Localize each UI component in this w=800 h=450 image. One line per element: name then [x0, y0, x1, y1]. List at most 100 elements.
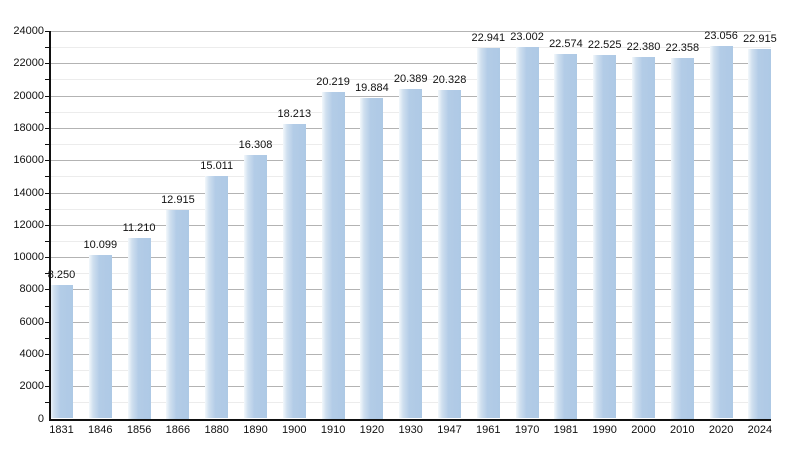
bar [632, 57, 655, 419]
x-axis-label: 1856 [126, 424, 152, 436]
x-axis-label: 1910 [320, 424, 346, 436]
bar [709, 46, 733, 419]
x-axis-label: 2024 [747, 424, 773, 436]
x-axis-label: 1900 [282, 424, 307, 436]
bar-value-label: 15.011 [200, 160, 234, 173]
bar-value-label: 22.525 [587, 38, 622, 51]
y-axis-tick [45, 208, 50, 210]
bar-value-label: 8.250 [47, 269, 76, 282]
x-axis-line [48, 418, 772, 421]
bar [127, 237, 151, 419]
x-axis-label: 2000 [631, 424, 656, 436]
y-gridline-major [50, 63, 772, 65]
bar-value-label: 19.884 [355, 81, 389, 94]
bar [166, 210, 190, 419]
bar [670, 57, 694, 419]
y-axis-label: 8000 [19, 283, 44, 296]
bar-value-label: 22.574 [549, 38, 583, 50]
bar-value-label: 18.213 [277, 108, 312, 121]
y-axis-label: 0 [37, 412, 44, 425]
x-axis-label: 1981 [553, 424, 579, 436]
y-axis-label: 18000 [13, 121, 44, 134]
y-axis-tick [45, 95, 50, 97]
y-gridline-major [50, 31, 772, 32]
bar-value-label: 23.056 [704, 30, 738, 43]
bar [205, 176, 229, 419]
bar [476, 48, 500, 419]
y-axis-tick [45, 273, 50, 275]
bar-value-label: 20.389 [393, 73, 428, 86]
y-axis-tick [45, 224, 50, 226]
x-axis-label: 1920 [359, 424, 385, 436]
bar-value-label: 22.941 [471, 32, 506, 45]
x-axis-label: 2010 [670, 424, 695, 436]
bar [244, 155, 267, 419]
y-axis-label: 2000 [19, 380, 44, 393]
bar-value-label: 23.002 [510, 31, 544, 44]
bar [515, 47, 539, 419]
bar [360, 97, 384, 419]
y-axis-tick [45, 127, 50, 129]
y-axis-label: 16000 [13, 154, 44, 167]
x-axis-label: 2020 [708, 424, 734, 436]
bar [593, 54, 617, 419]
y-axis-tick [45, 402, 50, 404]
x-axis-label: 1930 [398, 424, 423, 436]
y-axis-tick [45, 63, 50, 65]
y-axis-label: 24000 [13, 25, 44, 37]
bar-value-label: 16.308 [238, 139, 273, 152]
bar-value-label: 10.099 [83, 239, 118, 252]
y-axis-tick [45, 353, 50, 355]
x-axis-label: 1990 [592, 424, 617, 436]
y-gridline-minor [50, 79, 772, 81]
y-axis-tick [45, 31, 50, 32]
y-axis-tick [45, 176, 50, 178]
y-axis-label: 10000 [13, 251, 44, 263]
bar [438, 90, 461, 419]
y-axis-tick [45, 321, 50, 323]
y-axis-tick [45, 289, 50, 291]
x-axis-label: 1866 [165, 424, 191, 436]
bar [282, 124, 306, 419]
bar [554, 54, 578, 419]
x-axis-label: 1831 [49, 424, 74, 436]
bar-value-label: 22.915 [743, 32, 777, 45]
y-axis-tick [45, 111, 50, 113]
y-axis-label: 14000 [13, 186, 44, 199]
y-axis-tick [45, 257, 50, 258]
x-axis-label: 1890 [243, 424, 268, 436]
y-axis-label: 22000 [13, 57, 44, 70]
x-axis-label: 1961 [476, 424, 501, 436]
bar-value-label: 20.328 [432, 74, 467, 87]
bar-value-label: 11.210 [122, 221, 156, 234]
y-axis-tick [45, 337, 50, 339]
y-axis-tick [45, 144, 50, 145]
y-gridline-minor [50, 47, 772, 49]
y-axis-tick [45, 370, 50, 372]
y-axis-tick [45, 160, 50, 162]
y-axis-line [48, 31, 51, 421]
y-axis-label: 4000 [19, 347, 44, 360]
y-axis-tick [45, 305, 50, 307]
x-axis-label: 1880 [204, 424, 229, 436]
y-axis-tick [45, 79, 50, 81]
bar-value-label: 22.358 [665, 41, 700, 54]
y-axis-label: 12000 [13, 218, 44, 231]
bar [50, 285, 73, 419]
y-axis-label: 6000 [19, 315, 44, 328]
bar-value-label: 12.915 [161, 194, 195, 206]
y-axis-tick [45, 192, 50, 194]
bar [748, 48, 772, 419]
bar-value-label: 22.380 [626, 41, 661, 54]
bar [88, 255, 112, 419]
bar-value-label: 20.219 [316, 76, 350, 88]
y-axis-tick [45, 386, 50, 388]
y-axis-tick [45, 240, 50, 242]
bar [321, 92, 345, 419]
x-axis-label: 1947 [437, 424, 462, 436]
y-axis-label: 20000 [13, 89, 44, 102]
x-axis-label: 1970 [514, 424, 540, 436]
bar [399, 89, 423, 419]
x-axis-label: 1846 [88, 424, 113, 436]
